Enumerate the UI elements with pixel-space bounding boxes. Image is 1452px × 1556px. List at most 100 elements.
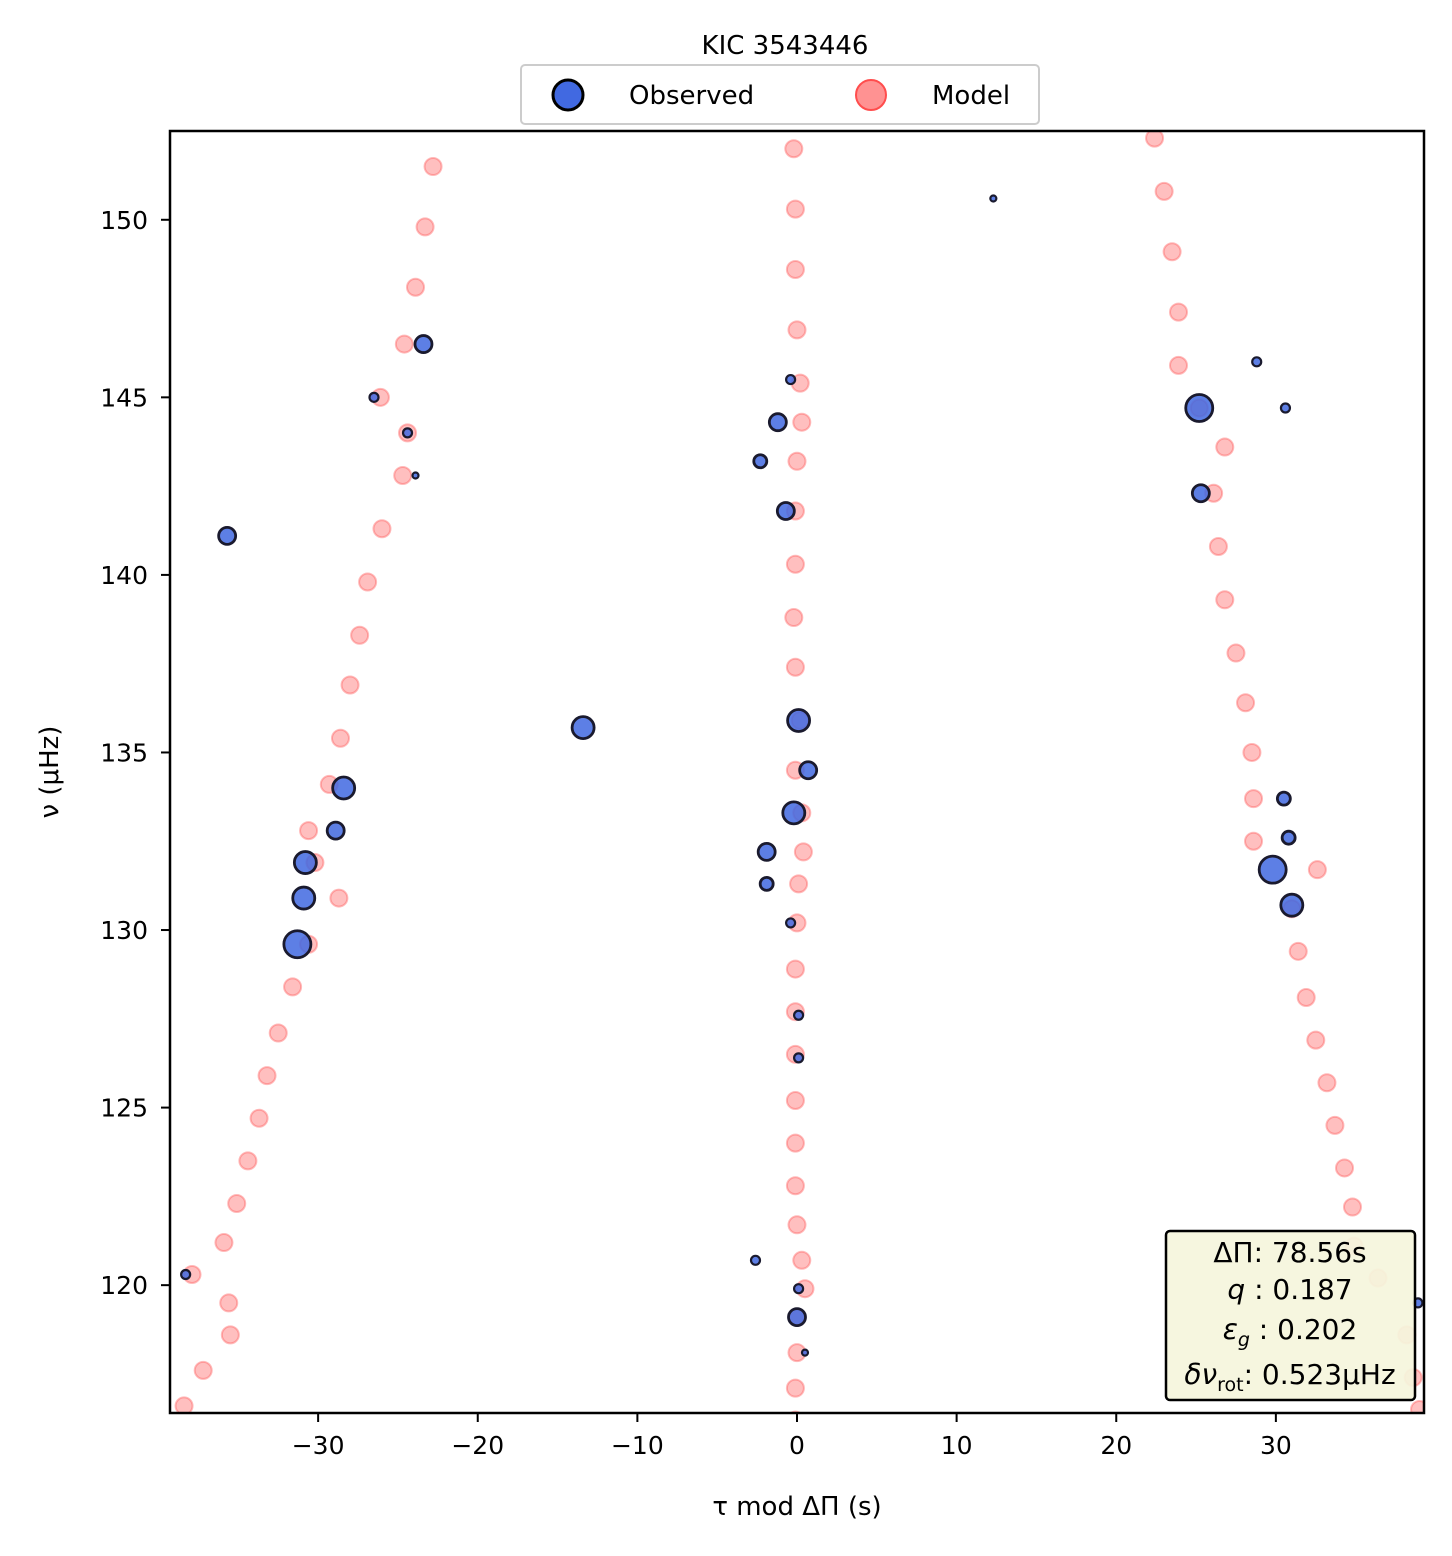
- model-point: [330, 728, 350, 748]
- model-point: [1168, 355, 1188, 375]
- legend-model-marker: [855, 79, 887, 111]
- model-point: [785, 1378, 805, 1398]
- info-box-frame: [1164, 1229, 1417, 1402]
- model-point: [394, 334, 414, 354]
- y-tick-label: 120: [100, 1271, 148, 1300]
- model-point: [1244, 831, 1264, 851]
- model-point: [1226, 643, 1246, 663]
- model-point: [1244, 789, 1264, 809]
- model-point: [1145, 131, 1165, 148]
- model-point: [787, 1215, 807, 1235]
- model-point: [1215, 590, 1235, 610]
- info-rot-sub: rot: [1217, 1374, 1243, 1396]
- x-tick-label: −30: [292, 1431, 345, 1460]
- observed-point: [785, 917, 797, 929]
- observed-point: [1279, 402, 1292, 414]
- observed-point: [1251, 356, 1263, 368]
- model-point: [227, 1193, 247, 1213]
- model-point: [299, 821, 319, 841]
- model-point: [214, 1233, 234, 1253]
- fit-info-box: ΔΠ: 78.56s q : 0.187 εg : 0.202 δνrot: 0…: [1164, 1229, 1417, 1402]
- observed-point: [781, 800, 807, 826]
- model-point: [193, 1360, 213, 1380]
- model-point: [372, 519, 392, 539]
- observed-point: [1257, 854, 1288, 885]
- observed-point: [401, 427, 414, 439]
- observed-point: [758, 875, 775, 892]
- x-axis-label: τ mod ΔΠ (s): [712, 1492, 881, 1522]
- observed-point: [292, 850, 318, 875]
- info-rot-symbol: δν: [1184, 1358, 1217, 1391]
- x-tick-label: 30: [1260, 1431, 1292, 1460]
- info-rot-value: : 0.523μHz: [1244, 1358, 1396, 1391]
- model-point: [785, 1176, 805, 1196]
- info-q-symbol: q: [1227, 1273, 1245, 1306]
- model-point: [784, 139, 804, 159]
- model-point: [785, 1133, 805, 1153]
- observed-point: [291, 885, 317, 911]
- observed-point: [792, 1052, 805, 1064]
- info-delta-pi-value: : 78.56s: [1254, 1236, 1367, 1269]
- model-point: [785, 554, 805, 574]
- model-point: [787, 320, 807, 340]
- info-q-value: : 0.187: [1245, 1273, 1352, 1306]
- observed-point: [217, 525, 238, 546]
- observed-point: [180, 1268, 192, 1281]
- observed-point: [368, 391, 380, 403]
- info-epsilon: εg : 0.202: [1223, 1313, 1358, 1351]
- model-point: [1317, 1073, 1337, 1093]
- info-q: q : 0.187: [1227, 1273, 1352, 1306]
- legend-observed-marker: [551, 78, 585, 112]
- model-point: [249, 1108, 269, 1128]
- observed-point: [282, 929, 313, 960]
- observed-point: [570, 715, 596, 741]
- info-epsilon-value: : 0.202: [1250, 1313, 1357, 1346]
- model-point: [393, 465, 413, 485]
- model-point: [1215, 437, 1235, 457]
- x-tick-label: 0: [789, 1431, 805, 1460]
- model-point: [785, 199, 805, 219]
- y-tick-label: 140: [100, 561, 148, 590]
- observed-point: [792, 1283, 805, 1295]
- x-tick-label: −10: [611, 1431, 664, 1460]
- info-delta-pi-symbol: ΔΠ: [1213, 1236, 1253, 1269]
- model-point: [1306, 1030, 1326, 1050]
- observed-point: [775, 501, 796, 521]
- model-point: [268, 1023, 288, 1043]
- observed-point: [413, 334, 434, 354]
- model-point: [350, 625, 370, 645]
- model-point: [423, 157, 443, 177]
- y-axis: 120 125 130 135 140 145 150: [100, 206, 170, 1300]
- model-point: [257, 1066, 277, 1086]
- model-point: [785, 259, 805, 279]
- model-point: [1154, 181, 1174, 201]
- y-tick-label: 145: [100, 383, 148, 412]
- observed-series: [180, 194, 1424, 1357]
- model-point: [1335, 1158, 1355, 1178]
- model-point: [174, 1396, 194, 1413]
- observed-point: [798, 760, 819, 781]
- observed-point: [749, 1254, 762, 1266]
- model-point: [219, 1293, 239, 1313]
- x-axis: −30 −20 −10 0 10 20 30: [292, 1413, 1292, 1460]
- observed-point: [786, 708, 811, 733]
- model-point: [358, 572, 378, 592]
- model-point: [785, 1090, 805, 1110]
- model-point: [1288, 941, 1308, 961]
- legend-frame: [520, 64, 1040, 125]
- legend-model-label: Model: [932, 81, 1010, 111]
- model-point: [1208, 536, 1228, 556]
- observed-point: [989, 194, 998, 203]
- model-point: [283, 977, 303, 997]
- info-epsilon-sub: g: [1238, 1329, 1250, 1351]
- y-tick-label: 130: [100, 916, 148, 945]
- model-point: [220, 1325, 240, 1345]
- observed-point: [752, 453, 769, 470]
- model-point: [1162, 242, 1182, 262]
- observed-point: [411, 471, 420, 480]
- observed-point: [1184, 393, 1215, 423]
- model-point: [340, 675, 360, 695]
- observed-point: [800, 1348, 810, 1357]
- x-tick-label: 20: [1100, 1431, 1132, 1460]
